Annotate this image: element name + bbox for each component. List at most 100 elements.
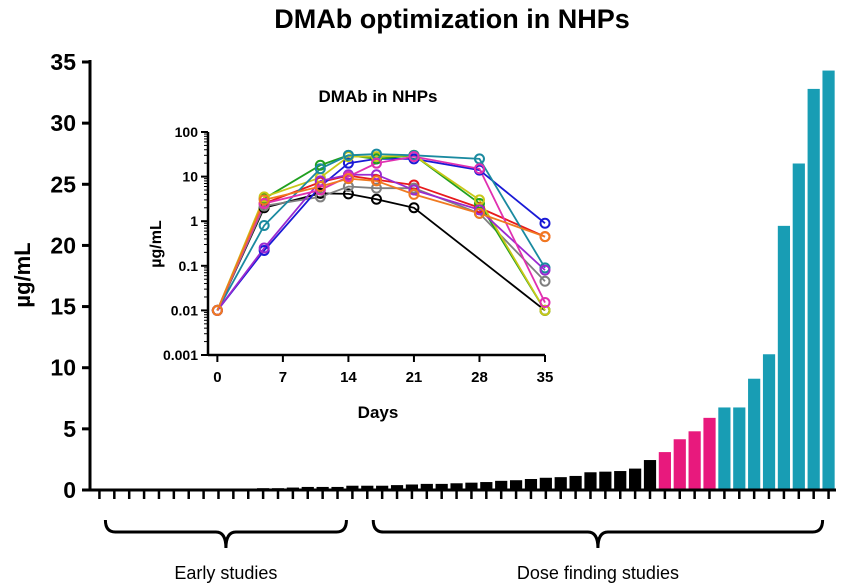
inset-y-axis-label: µg/mL — [148, 220, 165, 268]
group-label: Dose finding studies — [517, 563, 679, 583]
main-y-tick-label: 0 — [63, 477, 76, 503]
inset-data-point — [408, 184, 420, 196]
inset-y-tick-label: 1 — [190, 213, 198, 229]
inset-data-point — [342, 188, 354, 200]
main-y-tick-label: 25 — [50, 171, 76, 197]
bar — [688, 431, 701, 490]
inset-data-point — [211, 304, 223, 316]
inset-y-tick-label: 0.01 — [171, 302, 198, 318]
bar — [539, 477, 552, 490]
bar — [643, 460, 657, 490]
inset-data-point — [408, 188, 420, 200]
bar — [480, 482, 493, 490]
bar — [361, 485, 374, 490]
inset-data-point — [314, 187, 326, 199]
inset-series-line — [216, 157, 546, 311]
main-bars — [197, 70, 835, 491]
bar — [554, 477, 567, 490]
inset-data-point — [371, 169, 382, 181]
inset-data-point — [371, 157, 382, 169]
inset-data-point — [473, 163, 485, 175]
bar — [599, 471, 612, 490]
inset-series-line — [216, 173, 546, 311]
bar — [762, 354, 776, 490]
inset-y-tick-label: 0.1 — [179, 258, 199, 274]
inset-data-point — [539, 231, 551, 243]
inset-data-point — [371, 182, 382, 194]
inset-series-line — [216, 154, 546, 311]
group-label: Early studies — [174, 563, 277, 583]
bar — [420, 483, 433, 490]
inset-data-point — [314, 191, 326, 203]
inset-data-point — [258, 197, 270, 209]
bar — [807, 88, 820, 490]
bar — [792, 163, 805, 491]
inset-data-point — [539, 304, 551, 316]
bar — [569, 475, 582, 490]
main-y-tick-label: 10 — [50, 355, 76, 381]
main-y-tick-label: 15 — [50, 294, 76, 320]
inset-axes: 0.001 0.01 0.1 1 10 100 0 7 14 21 28 35 — [163, 124, 553, 386]
bar — [376, 485, 389, 490]
inset-x-tick-label: 28 — [471, 369, 488, 386]
inset-background — [150, 78, 570, 428]
bar — [748, 378, 761, 490]
bar — [316, 486, 329, 490]
main-y-tick-label: 35 — [50, 49, 76, 75]
bar — [777, 225, 791, 490]
inset-x-tick-label: 21 — [406, 369, 423, 386]
inset-y-tick-label: 10 — [182, 169, 198, 185]
bar — [614, 471, 627, 490]
bar — [331, 486, 344, 490]
inset-x-tick-label: 35 — [537, 369, 554, 386]
inset-data-point — [539, 275, 551, 287]
inset-chart-title: DMAb in NHPs — [319, 87, 438, 106]
inset-series-line — [216, 185, 546, 311]
inset-data-point — [473, 204, 485, 216]
inset-data-point — [408, 202, 420, 214]
inset-series-line — [216, 174, 546, 311]
bar — [718, 407, 731, 490]
bar — [658, 452, 671, 490]
inset-x-tick-label: 0 — [213, 369, 221, 386]
inset-data-point — [258, 194, 270, 206]
inset-data-point — [539, 297, 551, 309]
main-x-axis — [90, 488, 836, 499]
bar — [390, 485, 404, 490]
bar — [822, 70, 835, 490]
bar — [733, 407, 746, 490]
bar — [435, 483, 448, 490]
inset-data-point — [258, 242, 270, 254]
bar — [495, 480, 508, 490]
inset-data-point — [342, 149, 354, 161]
group-brackets: Early studies Dose finding studies — [103, 519, 825, 583]
main-y-tick-label: 5 — [63, 416, 76, 442]
bar — [465, 482, 478, 490]
bar — [673, 439, 686, 490]
group-bracket — [371, 519, 825, 549]
inset-data-point — [371, 193, 382, 205]
inset-data-point — [371, 175, 382, 187]
bar — [405, 484, 419, 490]
inset-data-point — [539, 217, 551, 229]
group-bracket — [103, 519, 348, 549]
inset-data-point — [314, 163, 326, 175]
inset-data-point — [539, 264, 551, 276]
main-y-axis-label: µg/mL — [10, 242, 35, 307]
inset-series-line — [216, 177, 546, 311]
inset-data-point — [314, 180, 326, 192]
main-y-axis: 0 5 10 15 20 25 30 35 — [50, 49, 92, 503]
inset-data-point — [473, 207, 485, 219]
inset-y-tick-label: 100 — [175, 124, 199, 140]
inset-x-axis-label: Days — [358, 403, 399, 422]
bar — [301, 486, 314, 490]
inset-y-tick-label: 0.001 — [163, 347, 198, 363]
bar — [703, 417, 716, 490]
inset-x-tick-label: 7 — [279, 369, 287, 386]
inset-data-point — [342, 157, 354, 169]
bar — [629, 468, 642, 490]
bar — [509, 480, 523, 490]
inset-data-point — [314, 159, 326, 171]
bar — [450, 483, 463, 490]
